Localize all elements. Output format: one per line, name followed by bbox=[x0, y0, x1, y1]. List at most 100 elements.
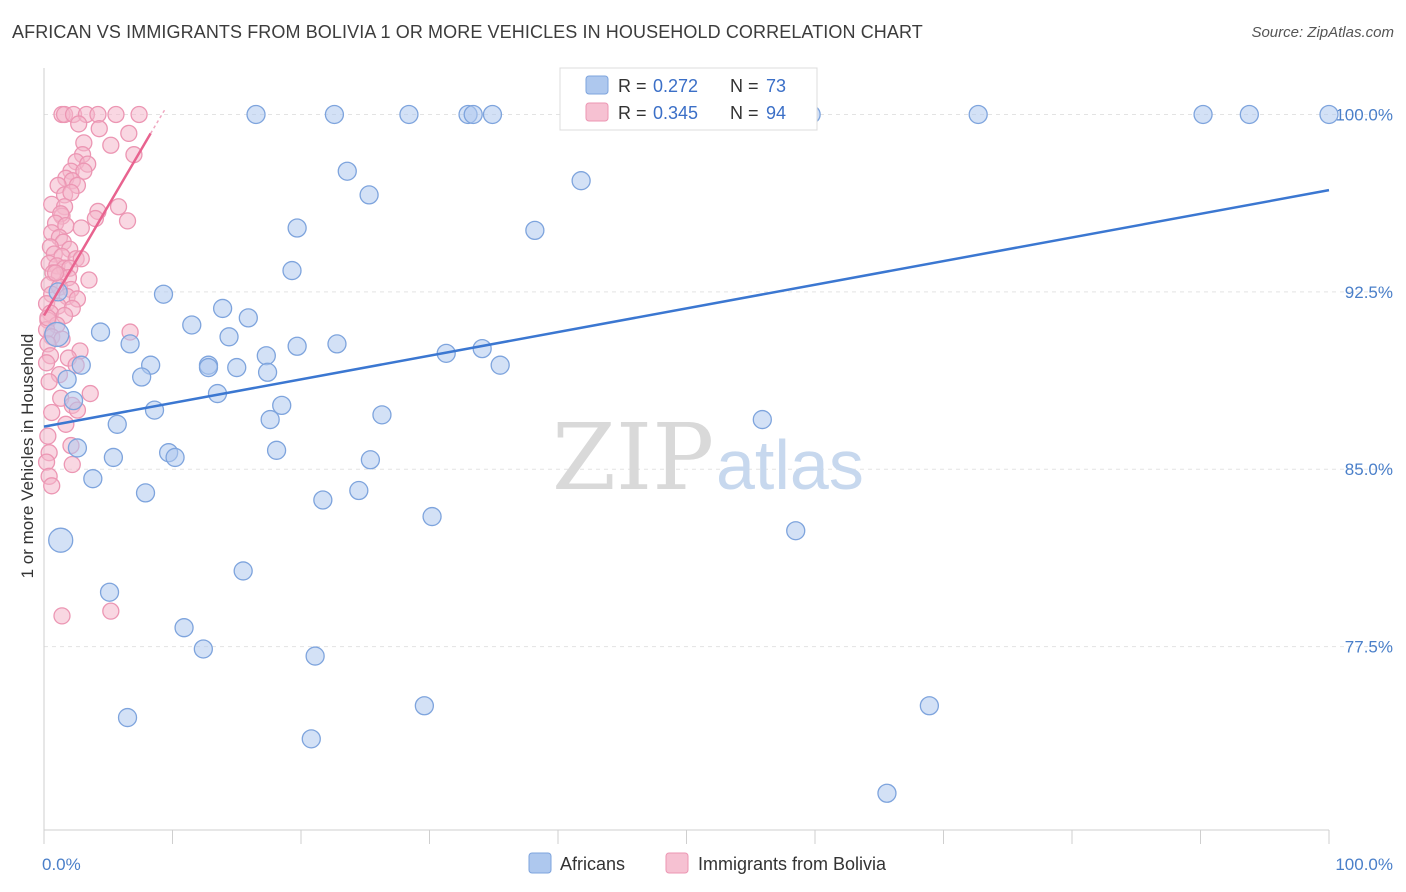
bolivia-point bbox=[75, 162, 93, 180]
africans-point bbox=[266, 440, 287, 460]
africans-point bbox=[372, 405, 392, 425]
bolivia-point bbox=[120, 124, 138, 143]
africans-point bbox=[103, 447, 124, 468]
bolivia-point bbox=[80, 271, 98, 289]
bolivia-point bbox=[102, 602, 120, 620]
africans-point bbox=[48, 527, 74, 553]
bolivia-point bbox=[43, 403, 61, 422]
africans-point bbox=[219, 327, 239, 347]
africans-point bbox=[360, 450, 381, 470]
bolivia-point bbox=[37, 453, 56, 471]
africans-point bbox=[1239, 104, 1259, 125]
bolivia-trendline bbox=[42, 132, 152, 317]
bolivia-point bbox=[90, 120, 108, 138]
legend-africans-swatch[interactable] bbox=[528, 852, 552, 874]
bolivia-point bbox=[53, 607, 71, 625]
africans-point bbox=[193, 639, 213, 659]
africans-point bbox=[117, 707, 138, 728]
bolivia-point bbox=[70, 115, 88, 133]
africans-point bbox=[287, 336, 307, 356]
africans-point bbox=[120, 334, 140, 354]
africans-point bbox=[282, 260, 302, 281]
africans-point bbox=[482, 104, 503, 125]
stats-bolivia-r-label: R = bbox=[618, 103, 647, 123]
africans-point bbox=[153, 284, 174, 304]
africans-point bbox=[198, 357, 219, 378]
legend-africans-label[interactable]: Africans bbox=[560, 854, 625, 874]
bolivia-point bbox=[130, 105, 148, 124]
africans-point bbox=[99, 582, 120, 602]
africans-point bbox=[313, 490, 333, 510]
bolivia-point bbox=[102, 136, 120, 154]
africans-point bbox=[525, 220, 545, 241]
africans-point bbox=[165, 447, 185, 468]
watermark-zip: ZIP bbox=[552, 404, 714, 511]
africans-point bbox=[490, 355, 510, 375]
legend-bolivia-swatch[interactable] bbox=[665, 852, 689, 874]
bolivia-point bbox=[63, 455, 81, 474]
africans-point bbox=[399, 104, 419, 125]
africans-point bbox=[233, 561, 253, 581]
stats-bolivia-swatch bbox=[585, 102, 609, 122]
stats-bolivia-n-value: 94 bbox=[766, 103, 786, 123]
x-tick-label: 0.0% bbox=[42, 855, 81, 874]
africans-point bbox=[877, 783, 897, 803]
africans-point bbox=[44, 321, 70, 348]
y-tick-label: 85.0% bbox=[1345, 460, 1393, 479]
africans-point bbox=[272, 395, 292, 416]
bolivia-point bbox=[72, 219, 90, 237]
africans-point bbox=[212, 298, 233, 319]
bolivia-point bbox=[43, 477, 61, 495]
africans-point bbox=[1193, 104, 1213, 125]
legend: Africans Immigrants from Bolivia bbox=[528, 852, 887, 874]
africans-point bbox=[752, 409, 772, 430]
africans-point bbox=[324, 104, 345, 125]
africans-point bbox=[83, 469, 103, 489]
africans-point bbox=[63, 391, 84, 411]
stats-bolivia-r-value: 0.345 bbox=[653, 103, 698, 123]
africans-point bbox=[287, 218, 307, 238]
africans-point bbox=[571, 171, 591, 191]
africans-point bbox=[238, 308, 258, 328]
africans-point bbox=[472, 338, 492, 359]
stats-bolivia-n-label: N = bbox=[730, 103, 759, 123]
africans-point bbox=[301, 729, 321, 749]
points-layer bbox=[37, 104, 1339, 803]
africans-point bbox=[182, 315, 202, 335]
bolivia-point bbox=[62, 183, 80, 202]
africans-point bbox=[57, 369, 77, 390]
bolivia-point bbox=[39, 427, 57, 445]
africans-point bbox=[90, 322, 111, 342]
africans-point bbox=[786, 521, 806, 541]
africans-point bbox=[135, 483, 156, 503]
legend-bolivia-label[interactable]: Immigrants from Bolivia bbox=[698, 854, 887, 874]
africans-point bbox=[260, 409, 280, 430]
bolivia-point bbox=[46, 264, 65, 282]
y-tick-label: 100.0% bbox=[1335, 105, 1393, 124]
y-tick-label: 92.5% bbox=[1345, 283, 1393, 302]
africans-point bbox=[463, 104, 483, 125]
bolivia-point bbox=[37, 354, 56, 372]
africans-point bbox=[257, 362, 278, 382]
africans-point bbox=[414, 696, 435, 716]
stats-africans-swatch bbox=[585, 75, 609, 95]
y-axis-label: 1 or more Vehicles in Household bbox=[18, 334, 37, 579]
chart-title: AFRICAN VS IMMIGRANTS FROM BOLIVIA 1 OR … bbox=[12, 22, 923, 42]
africans-point bbox=[71, 355, 91, 375]
africans-point bbox=[174, 618, 194, 638]
axis-layer: 100.0% 92.5% 85.0% 77.5% 0.0% 100.0% bbox=[42, 68, 1393, 874]
bolivia-point bbox=[40, 373, 58, 391]
stats-africans-r-value: 0.272 bbox=[653, 76, 698, 96]
x-tick-label: 100.0% bbox=[1335, 855, 1393, 874]
bolivia-point bbox=[118, 212, 137, 230]
africans-point bbox=[256, 346, 276, 366]
stats-africans-n-label: N = bbox=[730, 76, 759, 96]
africans-point bbox=[349, 480, 369, 501]
africans-point bbox=[327, 334, 347, 354]
africans-point bbox=[337, 161, 357, 181]
bolivia-trendline-extension bbox=[150, 109, 166, 134]
africans-point bbox=[1319, 104, 1339, 125]
bolivia-point bbox=[107, 105, 125, 124]
africans-point bbox=[968, 104, 988, 125]
africans-point bbox=[227, 357, 247, 378]
